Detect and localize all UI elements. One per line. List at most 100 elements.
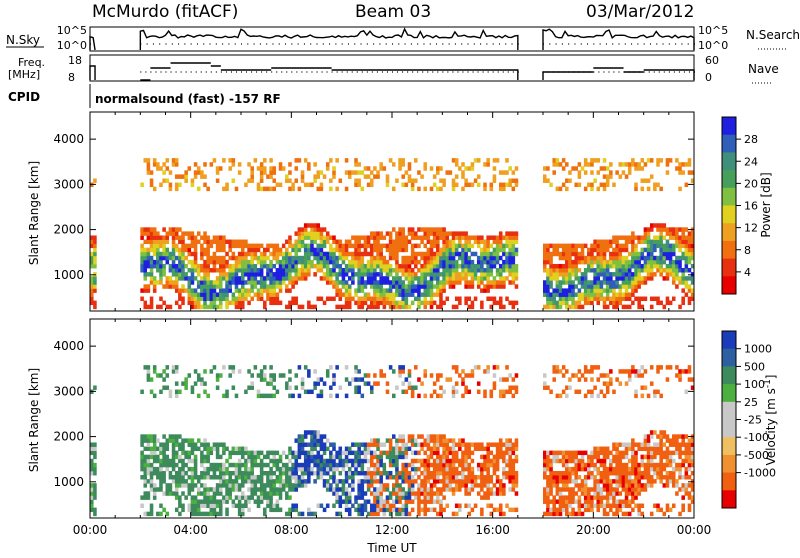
power-cell xyxy=(250,166,254,171)
power-cell xyxy=(351,251,355,257)
velocity-cell xyxy=(511,487,516,492)
velocity-cell xyxy=(247,385,251,390)
colorbar-swatch xyxy=(722,258,736,277)
power-cell xyxy=(291,300,295,306)
power-cell xyxy=(363,296,368,301)
velocity-cell xyxy=(212,491,217,496)
power-cell xyxy=(366,292,371,297)
velocity-cell xyxy=(269,507,273,513)
velocity-cell xyxy=(319,458,324,464)
power-cell xyxy=(649,304,654,310)
velocity-cell xyxy=(329,458,333,464)
power-cell xyxy=(190,239,195,245)
velocity-cell xyxy=(643,434,648,439)
velocity-cell xyxy=(618,470,623,476)
power-cell xyxy=(502,263,506,269)
velocity-cell xyxy=(514,507,519,513)
velocity-cell xyxy=(404,475,409,480)
power-cell xyxy=(511,263,516,269)
velocity-cell xyxy=(178,470,182,476)
power-cell xyxy=(577,292,582,297)
velocity-cell xyxy=(420,507,424,513)
power-cell xyxy=(602,247,607,253)
velocity-cell xyxy=(168,462,173,468)
velocity-cell xyxy=(476,491,481,496)
power-cell xyxy=(366,243,371,249)
power-cell xyxy=(467,247,472,253)
power-cell xyxy=(454,247,459,253)
power-cell xyxy=(247,247,251,253)
velocity-cell xyxy=(360,503,365,508)
velocity-cell xyxy=(596,450,601,456)
velocity-cell xyxy=(395,483,399,488)
velocity-cell xyxy=(489,511,494,517)
velocity-cell xyxy=(561,503,566,508)
velocity-cell xyxy=(429,491,434,496)
power-cell xyxy=(203,292,207,297)
power-cell xyxy=(429,239,434,245)
velocity-cell xyxy=(624,483,629,488)
velocity-cell xyxy=(599,495,604,500)
power-cell xyxy=(278,166,283,171)
velocity-cell xyxy=(209,462,214,468)
power-cell xyxy=(615,259,619,265)
velocity-cell xyxy=(237,369,242,374)
velocity-cell xyxy=(313,454,317,460)
velocity-cell xyxy=(552,377,556,382)
power-cell xyxy=(432,268,437,273)
power-cell xyxy=(313,235,317,240)
power-cell xyxy=(376,247,380,253)
velocity-cell xyxy=(256,373,261,378)
velocity-cell xyxy=(190,511,195,517)
velocity-cell xyxy=(222,393,226,399)
power-cell xyxy=(93,251,97,257)
velocity-cell xyxy=(93,487,97,492)
velocity-cell xyxy=(310,446,314,452)
power-cell xyxy=(354,288,358,293)
velocity-cell xyxy=(546,466,550,472)
power-cell xyxy=(316,227,321,232)
power-cell xyxy=(678,227,682,232)
power-cell xyxy=(181,239,185,245)
power-cell xyxy=(634,235,638,240)
velocity-cell xyxy=(388,438,393,443)
power-cell xyxy=(401,300,405,306)
power-cell xyxy=(146,235,151,240)
power-cell xyxy=(152,231,157,236)
velocity-cell xyxy=(174,438,179,443)
velocity-cell xyxy=(357,479,361,484)
power-cell xyxy=(146,255,151,261)
power-cell xyxy=(414,259,418,265)
power-cell xyxy=(558,251,563,257)
power-cell xyxy=(231,276,236,281)
velocity-cell xyxy=(310,430,314,435)
velocity-cell xyxy=(272,479,277,484)
velocity-cell xyxy=(250,495,254,500)
power-cell xyxy=(671,231,676,236)
power-cell xyxy=(146,263,151,269)
velocity-cell xyxy=(618,503,623,508)
power-cell xyxy=(476,158,481,163)
power-cell xyxy=(272,280,277,285)
power-cell xyxy=(461,186,465,192)
power-cell xyxy=(181,174,185,179)
velocity-cell xyxy=(546,487,550,492)
power-cell xyxy=(552,304,556,310)
power-cell xyxy=(439,166,443,171)
velocity-cell xyxy=(568,470,572,476)
power-cell xyxy=(473,158,478,163)
power-cell xyxy=(646,272,651,277)
velocity-cell xyxy=(599,499,604,504)
velocity-cell xyxy=(605,479,610,484)
power-cell xyxy=(401,158,405,163)
velocity-cell xyxy=(159,511,163,517)
velocity-cell xyxy=(483,483,487,488)
velocity-cell xyxy=(426,434,431,439)
velocity-cell xyxy=(203,389,207,395)
power-cell xyxy=(263,247,267,253)
velocity-cell xyxy=(247,454,251,460)
power-cell xyxy=(546,251,550,257)
velocity-cell xyxy=(385,381,390,386)
velocity-cell xyxy=(442,507,446,513)
power-cell xyxy=(354,292,358,297)
